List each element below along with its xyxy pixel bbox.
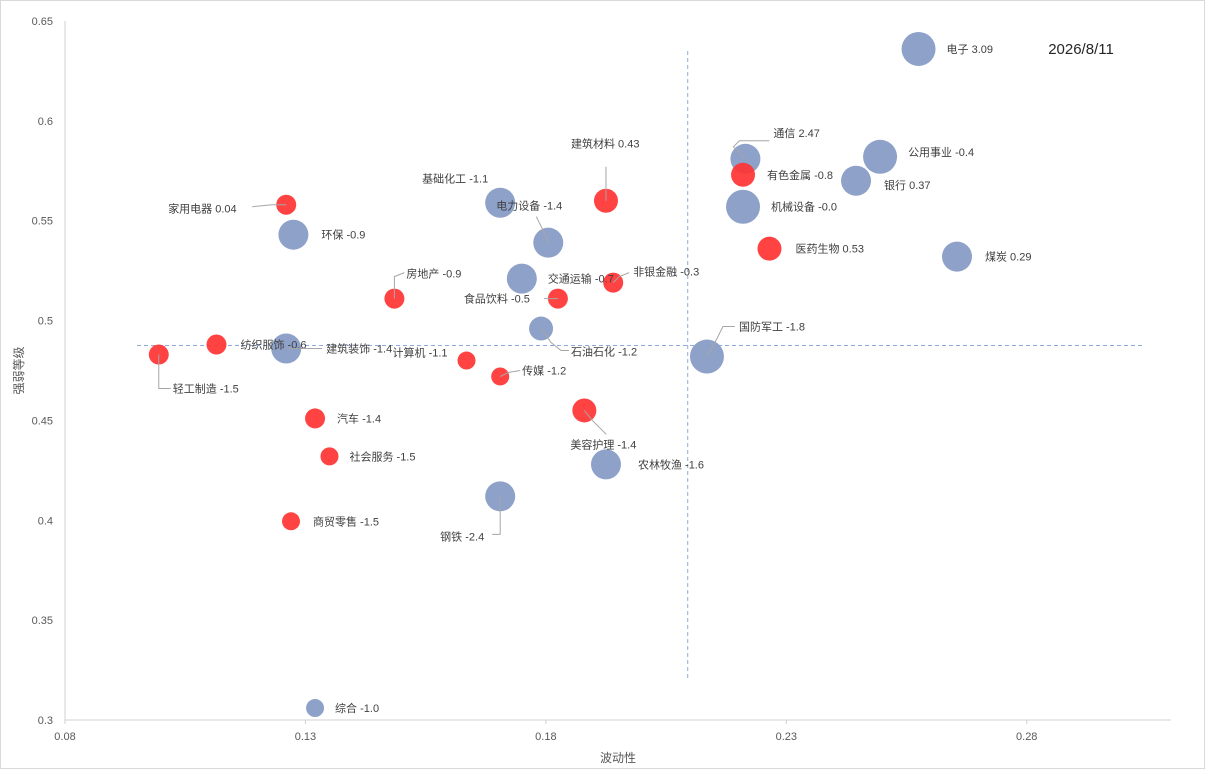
y-axis-title: 强弱等级 [12, 346, 26, 394]
leader-line-房地产 [393, 272, 405, 299]
leader-line-通信 [732, 140, 770, 160]
point-label-国防军工: 国防军工 -1.8 [739, 320, 805, 334]
y-tick-label: 0.65 [32, 16, 53, 28]
date-annotation: 2026/8/11 [1048, 41, 1114, 58]
y-tick-label: 0.5 [38, 316, 53, 328]
point-label-电力设备: 电力设备 -1.4 [496, 199, 562, 213]
y-tick-label: 0.35 [32, 615, 53, 627]
point-label-农林牧渔: 农林牧渔 -1.6 [638, 457, 704, 471]
x-tick-label: 0.18 [535, 731, 556, 743]
data-point-医药生物 [757, 236, 782, 261]
point-label-医药生物: 医药生物 0.53 [795, 242, 863, 256]
data-point-交通运输 [506, 263, 537, 294]
x-tick-label: 0.08 [54, 731, 75, 743]
data-point-基础化工 [485, 187, 516, 218]
leader-line-家用电器 [252, 204, 287, 208]
point-label-煤炭: 煤炭 0.29 [985, 251, 1031, 264]
data-point-电子 [901, 31, 936, 66]
point-label-食品饮料: 食品饮料 -0.5 [464, 292, 530, 306]
point-label-交通运输: 交通运输 -0.7 [548, 272, 614, 286]
leader-line-传媒 [499, 369, 521, 377]
point-label-纺织服饰: 纺织服饰 -0.6 [240, 338, 306, 352]
point-label-有色金属: 有色金属 -0.8 [767, 168, 833, 182]
point-label-钢铁: 钢铁 -2.4 [440, 530, 484, 543]
point-label-建筑装饰: 建筑装饰 -1.4 [326, 342, 392, 356]
point-label-商贸零售: 商贸零售 -1.5 [313, 514, 379, 528]
leader-line-国防军工 [706, 326, 735, 357]
data-point-汽车 [305, 408, 326, 429]
leader-line-美容护理 [583, 410, 607, 435]
y-tick-label: 0.6 [38, 116, 53, 128]
leader-line-电力设备 [535, 216, 549, 243]
point-label-电子: 电子 3.09 [947, 43, 993, 56]
leader-line-钢铁 [492, 496, 501, 535]
x-axis-title: 波动性 [600, 751, 636, 765]
x-tick-label: 0.28 [1016, 731, 1037, 743]
point-label-银行: 银行 0.37 [884, 178, 930, 192]
leader-line-石油石化 [540, 328, 570, 352]
point-label-汽车: 汽车 -1.4 [337, 411, 381, 425]
point-label-建筑材料: 建筑材料 0.43 [571, 137, 639, 151]
data-point-社会服务 [320, 447, 339, 466]
point-label-机械设备: 机械设备 -0.0 [771, 200, 837, 214]
point-label-传媒: 传媒 -1.2 [522, 364, 566, 377]
data-point-银行 [841, 165, 872, 196]
data-point-煤炭 [942, 241, 973, 272]
point-label-社会服务: 社会服务 -1.5 [349, 449, 415, 463]
point-label-综合: 综合 -1.0 [335, 701, 379, 715]
leader-line-非银金融 [612, 272, 630, 283]
point-label-轻工制造: 轻工制造 -1.5 [173, 382, 239, 396]
point-label-石油石化: 石油石化 -1.2 [571, 345, 637, 359]
point-label-美容护理: 美容护理 -1.4 [570, 437, 636, 451]
point-label-环保: 环保 -0.9 [321, 228, 365, 242]
y-tick-label: 0.45 [32, 415, 53, 427]
point-label-通信: 通信 2.47 [773, 127, 819, 140]
point-label-计算机: 计算机 -1.1 [393, 346, 448, 360]
data-point-农林牧渔 [590, 449, 621, 480]
point-label-家用电器: 家用电器 0.04 [168, 202, 236, 216]
y-tick-label: 0.4 [38, 515, 53, 527]
data-point-环保 [278, 219, 309, 250]
data-point-综合 [306, 699, 325, 718]
x-tick-label: 0.23 [776, 731, 797, 743]
data-point-纺织服饰 [206, 334, 227, 355]
y-tick-label: 0.3 [38, 715, 53, 727]
leader-line-轻工制造 [158, 354, 171, 390]
point-label-非银金融: 非银金融 -0.3 [633, 265, 699, 279]
point-label-公用事业: 公用事业 -0.4 [908, 146, 974, 159]
point-label-基础化工: 基础化工 -1.1 [422, 172, 488, 186]
data-point-商贸零售 [282, 512, 301, 531]
data-point-公用事业 [863, 139, 898, 174]
point-label-房地产: 房地产 -0.9 [406, 267, 461, 281]
y-tick-label: 0.55 [32, 216, 53, 228]
data-point-计算机 [457, 351, 476, 370]
x-tick-label: 0.13 [295, 731, 316, 743]
data-point-机械设备 [726, 189, 761, 224]
data-point-有色金属 [731, 162, 756, 187]
